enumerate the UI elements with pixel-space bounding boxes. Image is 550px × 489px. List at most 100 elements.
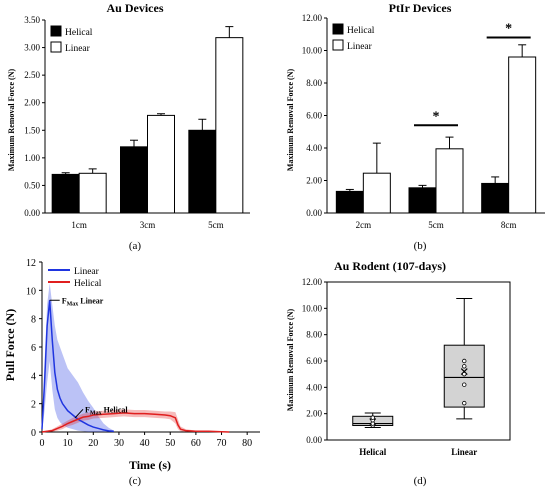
panel-a-legend-label: Linear	[65, 44, 91, 54]
panel-b-bar	[508, 56, 537, 214]
panel-b-title: PtIr Devices	[389, 1, 452, 15]
panel-b-ylabel: Maximum Removal Force (N)	[286, 69, 295, 172]
panel-d-point	[462, 400, 467, 406]
panel-c-ylabel: Pull Force (N)	[3, 309, 17, 381]
panel-c-ytick-label: 8	[31, 315, 36, 326]
panel-a-bar	[147, 114, 175, 214]
panel-b-bar	[362, 172, 391, 214]
panel-c-ytick-label: 10	[26, 286, 36, 297]
panel-c-xtick-label: 0	[40, 438, 45, 449]
panel-a-legend-swatch	[50, 25, 62, 37]
panel-d-ytick-label: 12.00	[302, 277, 323, 287]
panel-c-xtick-label: 40	[140, 438, 150, 449]
panel-d-ytick-label: 10.00	[302, 303, 323, 313]
panel-c-xtick-label: 60	[191, 438, 201, 449]
panel-d-ytick-label: 8.00	[306, 330, 322, 340]
panel-b-ytick-label: 10.00	[302, 46, 323, 56]
panel-b-category-label: 2cm	[356, 220, 372, 230]
panel-d-ylabel: Maximum Removal Force (N)	[286, 309, 295, 412]
panel-a-bar	[78, 172, 107, 214]
panel-c-xtick-label: 30	[114, 438, 124, 449]
panel-d-category-label: Helical	[359, 447, 386, 457]
panel-a-ytick-label: 1.50	[24, 125, 40, 135]
panel-a-ytick-label: 1.00	[24, 153, 40, 163]
panel-b-ytick-label: 2.00	[306, 176, 322, 186]
panel-c-legend-label: Linear	[74, 267, 100, 277]
panel-b-significance-star: *	[505, 22, 512, 37]
panel-a-ylabel: Maximum Removal Force (N)	[7, 69, 16, 172]
panel-d-category-label: Linear	[451, 447, 477, 457]
panel-b-bar	[335, 190, 364, 214]
panel-c-band-helical	[42, 409, 230, 432]
panel-d-ytick-label: 0.00	[306, 435, 322, 445]
panel-b-category-label: 5cm	[428, 220, 444, 230]
panel-b-category-label: 8cm	[501, 220, 517, 230]
panel-a-ytick-label: 0.00	[24, 208, 40, 218]
panel-c-legend-label: Helical	[74, 279, 102, 289]
panel-a-bar	[188, 129, 217, 214]
panel-d-point	[462, 358, 467, 364]
panel-c-line-helical	[41, 412, 230, 433]
panel-c-caption: (c)	[129, 475, 142, 487]
panel-b-bar	[408, 187, 437, 214]
panel-a-ytick-label: 2.50	[24, 70, 40, 80]
panel-c-ytick-label: 4	[31, 371, 36, 382]
panel-d-plot: 0.00 2.00 4.00 6.00 8.00 10.00 12.00 Helical Lin…	[302, 277, 511, 457]
panel-b-ytick-label: 6.00	[306, 111, 322, 121]
panel-c-xtick-label: 70	[217, 438, 227, 449]
panel-c: Pull Force (N) 0 2 4 6 8 10 12 0 10 20 30 40 50 60 70 8…	[3, 258, 260, 487]
panel-a-caption: (a)	[129, 240, 142, 252]
panel-b-legend-swatch	[332, 23, 344, 35]
panel-b: PtIr Devices Maximum Removal Force (N) 0…	[286, 1, 545, 252]
panel-c-ytick-label: 2	[31, 400, 36, 411]
panel-c-xlabel: Time (s)	[129, 458, 171, 472]
panel-d-ytick-label: 2.00	[306, 409, 322, 419]
panel-c-annotation-leader	[74, 408, 84, 419]
panel-b-legend-label: Linear	[347, 42, 373, 52]
panel-b-legend-swatch	[332, 39, 344, 51]
panel-b-bar	[481, 182, 510, 214]
panel-d-point	[462, 364, 467, 369]
panel-a-ytick-label: 3.00	[24, 43, 40, 53]
panel-a-category-label: 3cm	[140, 220, 156, 230]
panel-a-category-label: 1cm	[71, 220, 87, 230]
panel-a-legend-swatch	[50, 41, 62, 53]
panel-d-title: Au Rodent (107-days)	[334, 259, 446, 273]
panel-a-bar	[51, 173, 80, 214]
panel-a-legend-label: Helical	[65, 28, 93, 38]
panel-c-xtick-label: 20	[88, 438, 98, 449]
panel-a-plot: 0.00 0.50 1.00 1.50 2.00 2.50 3.00 3.50 1cm 3cm 5c…	[24, 15, 250, 230]
panel-c-ytick-label: 0	[31, 428, 36, 439]
panel-d-point	[462, 382, 467, 387]
panel-c-ytick-label: 6	[31, 343, 36, 354]
panel-d-point	[462, 371, 467, 377]
panel-a-ytick-label: 3.50	[24, 15, 40, 25]
panel-b-ytick-label: 8.00	[306, 78, 322, 88]
panel-b-significance-star: *	[433, 109, 440, 124]
panel-a-category-label: 5cm	[208, 220, 224, 230]
panel-a-bar	[215, 37, 244, 214]
panel-c-band-linear	[42, 283, 114, 432]
panel-c-ytick-label: 12	[26, 258, 36, 269]
panel-c-annotation-helical: FMax Helical	[85, 405, 128, 416]
panel-b-plot: 0.00 2.00 4.00 6.00 8.00 10.00 12.00 2cm 5cm 8cm H…	[302, 13, 545, 230]
panel-d-point	[370, 415, 375, 420]
panel-b-legend-label: Helical	[347, 26, 375, 36]
panel-d-caption: (d)	[414, 475, 427, 487]
panel-b-ytick-label: 12.00	[302, 13, 323, 23]
panel-b-ytick-label: 0.00	[306, 208, 322, 218]
panel-c-xtick-label: 10	[63, 438, 73, 449]
panel-d-ytick-label: 6.00	[306, 356, 322, 366]
panel-a-ytick-label: 0.50	[24, 180, 40, 190]
panel-a-ytick-label: 2.00	[24, 98, 40, 108]
panel-c-xtick-label: 50	[165, 438, 175, 449]
panel-b-ytick-label: 4.00	[306, 143, 322, 153]
panel-b-caption: (b)	[414, 240, 427, 252]
panel-a: Au Devices Maximum Removal Force (N) 0.0…	[7, 1, 250, 252]
panel-c-annotation-linear: FMax Linear	[62, 296, 104, 307]
panel-a-bar	[120, 146, 148, 214]
panel-d: Au Rodent (107-days) Maximum Removal For…	[286, 259, 511, 487]
panel-a-title: Au Devices	[107, 1, 164, 15]
panel-c-plot: 0 2 4 6 8 10 12 0 10 20 30 40 50 60 70 80 Linear Helical F…	[26, 258, 260, 449]
